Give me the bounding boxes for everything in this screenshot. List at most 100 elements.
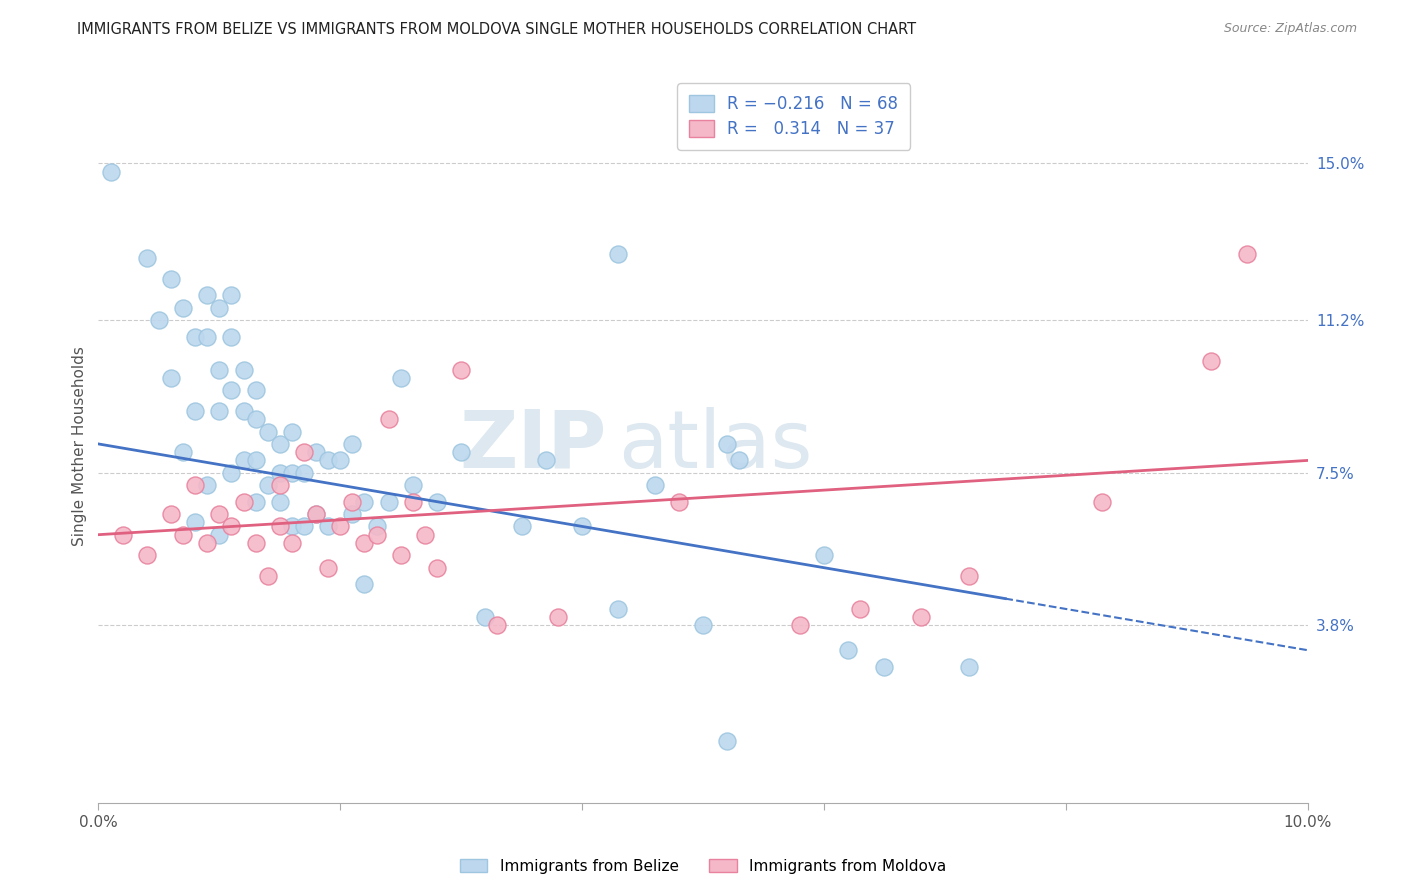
Point bbox=[232, 404, 254, 418]
Point bbox=[607, 602, 630, 616]
Point bbox=[547, 610, 569, 624]
Point bbox=[221, 466, 243, 480]
Point bbox=[389, 371, 412, 385]
Point bbox=[728, 453, 751, 467]
Point bbox=[208, 362, 231, 376]
Point bbox=[292, 445, 315, 459]
Point bbox=[232, 494, 254, 508]
Point bbox=[571, 519, 593, 533]
Point bbox=[486, 618, 509, 632]
Point bbox=[607, 247, 630, 261]
Point bbox=[184, 478, 207, 492]
Point bbox=[692, 618, 714, 632]
Point bbox=[172, 445, 194, 459]
Point bbox=[135, 549, 157, 563]
Point bbox=[256, 425, 278, 439]
Point bbox=[353, 577, 375, 591]
Point bbox=[195, 288, 218, 302]
Point bbox=[873, 659, 896, 673]
Point bbox=[269, 466, 291, 480]
Point bbox=[135, 252, 157, 266]
Text: ZIP: ZIP bbox=[458, 407, 606, 485]
Point bbox=[221, 329, 243, 343]
Y-axis label: Single Mother Households: Single Mother Households bbox=[72, 346, 87, 546]
Point bbox=[221, 519, 243, 533]
Point bbox=[172, 527, 194, 541]
Point bbox=[195, 536, 218, 550]
Point bbox=[245, 412, 267, 426]
Point bbox=[377, 412, 399, 426]
Point bbox=[245, 494, 267, 508]
Point bbox=[232, 453, 254, 467]
Point bbox=[281, 425, 304, 439]
Point bbox=[353, 494, 375, 508]
Point bbox=[256, 478, 278, 492]
Point bbox=[402, 494, 425, 508]
Point bbox=[1199, 354, 1222, 368]
Point bbox=[316, 519, 339, 533]
Point bbox=[305, 507, 328, 521]
Point bbox=[221, 288, 243, 302]
Point bbox=[184, 404, 207, 418]
Point bbox=[221, 384, 243, 398]
Point bbox=[329, 519, 352, 533]
Point bbox=[1091, 494, 1114, 508]
Point bbox=[208, 507, 231, 521]
Point bbox=[269, 437, 291, 451]
Point bbox=[849, 602, 872, 616]
Point bbox=[232, 362, 254, 376]
Point bbox=[342, 494, 364, 508]
Point bbox=[342, 437, 364, 451]
Point bbox=[716, 437, 738, 451]
Point bbox=[305, 445, 328, 459]
Point bbox=[208, 404, 231, 418]
Point bbox=[366, 527, 388, 541]
Legend: R = −0.216   N = 68, R =   0.314   N = 37: R = −0.216 N = 68, R = 0.314 N = 37 bbox=[678, 83, 910, 150]
Point bbox=[353, 536, 375, 550]
Point bbox=[269, 519, 291, 533]
Point bbox=[160, 371, 183, 385]
Point bbox=[366, 519, 388, 533]
Point bbox=[148, 313, 170, 327]
Text: IMMIGRANTS FROM BELIZE VS IMMIGRANTS FROM MOLDOVA SINGLE MOTHER HOUSEHOLDS CORRE: IMMIGRANTS FROM BELIZE VS IMMIGRANTS FRO… bbox=[77, 22, 917, 37]
Point bbox=[534, 453, 557, 467]
Point bbox=[184, 329, 207, 343]
Point bbox=[281, 466, 304, 480]
Point bbox=[426, 560, 449, 574]
Point bbox=[450, 362, 472, 376]
Point bbox=[292, 466, 315, 480]
Point bbox=[789, 618, 811, 632]
Text: Source: ZipAtlas.com: Source: ZipAtlas.com bbox=[1223, 22, 1357, 36]
Legend: Immigrants from Belize, Immigrants from Moldova: Immigrants from Belize, Immigrants from … bbox=[454, 853, 952, 880]
Point bbox=[837, 643, 859, 657]
Point bbox=[329, 453, 352, 467]
Point bbox=[316, 560, 339, 574]
Point bbox=[184, 516, 207, 530]
Point bbox=[716, 734, 738, 748]
Point bbox=[957, 659, 980, 673]
Point bbox=[402, 478, 425, 492]
Point bbox=[305, 507, 328, 521]
Point bbox=[245, 384, 267, 398]
Point bbox=[195, 478, 218, 492]
Point bbox=[160, 272, 183, 286]
Point bbox=[910, 610, 932, 624]
Point bbox=[111, 527, 134, 541]
Point bbox=[245, 536, 267, 550]
Point bbox=[292, 519, 315, 533]
Point bbox=[195, 329, 218, 343]
Point bbox=[1236, 247, 1258, 261]
Point bbox=[269, 478, 291, 492]
Point bbox=[160, 507, 183, 521]
Point bbox=[208, 527, 231, 541]
Point bbox=[644, 478, 666, 492]
Point bbox=[377, 494, 399, 508]
Point bbox=[668, 494, 690, 508]
Point bbox=[281, 536, 304, 550]
Point bbox=[281, 519, 304, 533]
Point bbox=[813, 549, 835, 563]
Point bbox=[450, 445, 472, 459]
Point bbox=[269, 494, 291, 508]
Point bbox=[510, 519, 533, 533]
Point bbox=[100, 164, 122, 178]
